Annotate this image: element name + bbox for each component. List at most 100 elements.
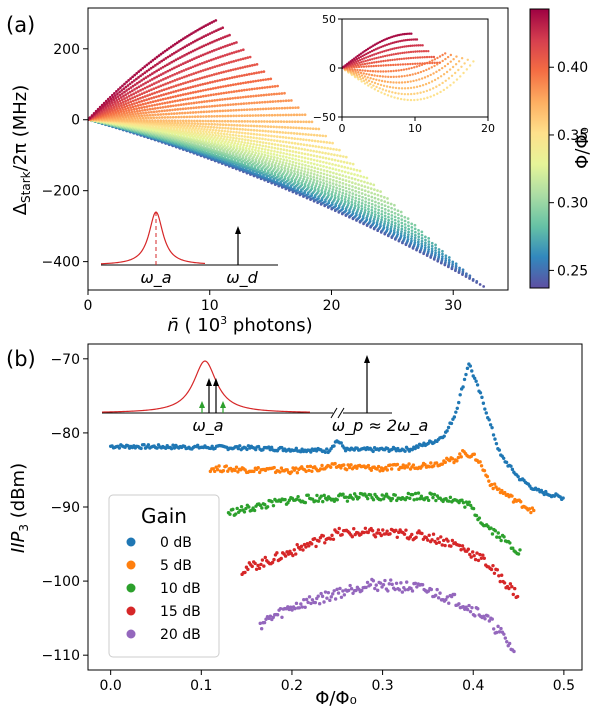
inset-point bbox=[400, 57, 403, 61]
iip3-point bbox=[468, 364, 473, 368]
stark-point bbox=[119, 96, 123, 99]
stark-point bbox=[379, 224, 382, 228]
stark-point bbox=[206, 23, 210, 26]
stark-point bbox=[137, 70, 141, 74]
stark-point bbox=[196, 131, 200, 135]
inset-point bbox=[439, 75, 443, 78]
schematic-a-drive-label: ω_d bbox=[226, 268, 258, 288]
inset-point bbox=[380, 91, 383, 94]
stark-point bbox=[267, 164, 271, 167]
stark-point bbox=[284, 136, 288, 139]
iip3-point bbox=[458, 393, 462, 397]
stark-point bbox=[410, 234, 414, 238]
stark-point bbox=[179, 88, 183, 92]
stark-point bbox=[178, 77, 182, 81]
stark-point bbox=[184, 36, 187, 39]
stark-point bbox=[317, 189, 320, 193]
stark-point bbox=[205, 105, 209, 109]
stark-point bbox=[331, 162, 334, 166]
stark-point bbox=[203, 61, 206, 64]
iip3-point bbox=[169, 446, 174, 451]
stark-point bbox=[204, 52, 207, 56]
colorbar: 0.400.350.300.25 Φ/Φ₀ bbox=[529, 8, 592, 289]
inset-point bbox=[352, 57, 356, 60]
stark-point bbox=[196, 63, 199, 67]
stark-point bbox=[137, 114, 141, 118]
stark-point bbox=[387, 209, 390, 213]
stark-point bbox=[253, 153, 257, 157]
inset-point bbox=[365, 81, 369, 84]
iip3-point bbox=[432, 464, 436, 468]
stark-point bbox=[430, 252, 434, 255]
stark-point bbox=[219, 37, 223, 40]
stark-point bbox=[461, 268, 465, 272]
inset-point bbox=[400, 81, 404, 84]
stark-point bbox=[136, 116, 139, 120]
iip3-point bbox=[340, 532, 344, 537]
stark-point bbox=[372, 217, 376, 221]
stark-point bbox=[221, 114, 225, 118]
stark-point bbox=[423, 244, 427, 247]
inset-point bbox=[359, 71, 363, 75]
iip3-point bbox=[475, 383, 480, 387]
iip3-point bbox=[362, 530, 366, 535]
inset-point bbox=[366, 76, 369, 79]
stark-point bbox=[363, 189, 367, 193]
stark-point bbox=[137, 100, 141, 104]
stark-point bbox=[265, 113, 268, 117]
stark-point bbox=[363, 211, 367, 214]
stark-point bbox=[328, 141, 332, 145]
iip3-point bbox=[419, 494, 424, 498]
stark-point bbox=[184, 107, 188, 110]
inset-point bbox=[440, 66, 444, 70]
stark-point bbox=[187, 51, 191, 55]
inset-point bbox=[448, 68, 452, 71]
stark-point bbox=[367, 204, 371, 208]
iip3-point bbox=[283, 554, 288, 558]
stark-point bbox=[127, 101, 130, 105]
stark-point bbox=[346, 203, 350, 207]
stark-point bbox=[230, 90, 233, 94]
stark-point bbox=[180, 115, 183, 119]
stark-point bbox=[304, 180, 308, 184]
inset-point bbox=[386, 59, 390, 62]
stark-point bbox=[291, 160, 295, 164]
inset-point bbox=[400, 87, 404, 90]
iip3-point bbox=[305, 464, 310, 469]
stark-point bbox=[237, 58, 240, 62]
stark-point bbox=[277, 120, 280, 123]
stark-point bbox=[174, 104, 178, 107]
stark-point bbox=[133, 88, 136, 91]
stark-point bbox=[175, 41, 179, 45]
stark-point bbox=[265, 93, 268, 97]
stark-point bbox=[257, 161, 261, 164]
stark-point bbox=[228, 43, 232, 47]
stark-point bbox=[327, 193, 330, 197]
stark-point bbox=[215, 38, 219, 42]
inset-point bbox=[425, 89, 429, 93]
stark-point bbox=[354, 182, 357, 185]
iip3-point bbox=[231, 507, 235, 512]
stark-point bbox=[288, 159, 292, 163]
stark-point bbox=[191, 126, 195, 130]
iip3-point bbox=[477, 516, 482, 520]
stark-point bbox=[465, 272, 468, 276]
inset-point bbox=[422, 90, 425, 94]
inset-point bbox=[363, 62, 367, 66]
stark-point bbox=[231, 68, 235, 72]
inset-point bbox=[386, 94, 390, 97]
stark-point bbox=[226, 114, 230, 118]
stark-point bbox=[351, 195, 354, 199]
inset-point bbox=[460, 57, 464, 60]
stark-point bbox=[133, 83, 137, 87]
stark-point bbox=[170, 67, 174, 71]
stark-point bbox=[229, 103, 232, 107]
stark-point bbox=[227, 69, 230, 73]
stark-point bbox=[223, 144, 227, 147]
stark-point bbox=[214, 128, 218, 132]
inset-point bbox=[377, 56, 380, 59]
stark-point bbox=[367, 207, 370, 211]
inset-point bbox=[383, 44, 387, 47]
stark-point bbox=[184, 119, 188, 123]
iip3-point bbox=[253, 561, 257, 566]
